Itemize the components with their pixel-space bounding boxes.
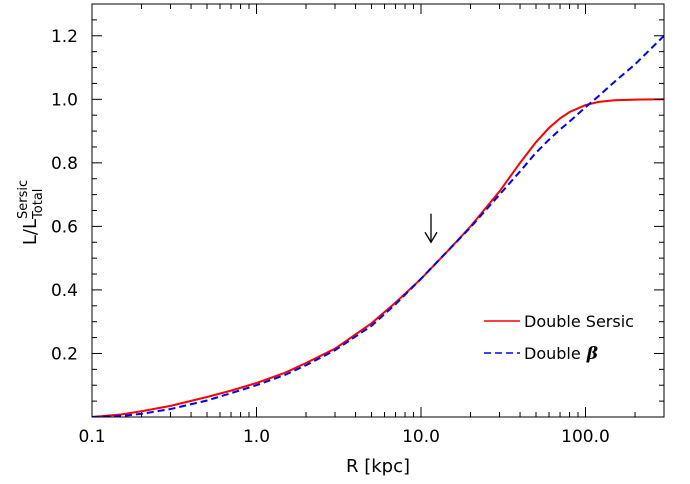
x-tick-label: 10.0	[402, 427, 440, 447]
y-tick-label: 0.8	[51, 154, 78, 174]
tick-labels: 0.1 1.0 10.0 100.0 0.2 0.4 0.6 0.8 1.0 1.2	[51, 27, 610, 447]
svg-text:L/LSersicTotal: L/LSersicTotal	[16, 180, 46, 245]
x-tick-label: 0.1	[78, 427, 105, 447]
annotation-arrow-head	[424, 231, 438, 244]
legend-label-double-beta: Double β	[524, 344, 598, 364]
annotation-arrow	[424, 213, 438, 244]
ticks	[91, 4, 664, 417]
series-double-beta	[92, 35, 664, 417]
legend-label-double-sersic: Double Sersic	[524, 312, 634, 331]
y-tick-label: 0.6	[51, 217, 78, 237]
y-tick-label: 1.0	[51, 90, 78, 110]
curves	[92, 35, 664, 417]
y-axis-label-superscript: Sersic	[16, 180, 31, 219]
series-double-sersic	[92, 98, 664, 417]
y-tick-label: 1.2	[51, 27, 78, 47]
legend: Double Sersic Double β	[484, 312, 634, 364]
x-tick-label: 1.0	[243, 427, 270, 447]
legend-label-double-beta-prefix: Double	[524, 344, 581, 363]
x-axis-label: R [kpc]	[346, 456, 410, 477]
y-axis-label: L/LSersicTotal	[16, 180, 46, 245]
y-axis-label-subscript: Total	[31, 189, 46, 220]
legend-label-beta-symbol: β	[586, 344, 598, 364]
x-tick-label: 100.0	[561, 427, 610, 447]
y-tick-label: 0.2	[51, 344, 78, 364]
y-axis-label-base: L/L	[20, 219, 41, 245]
y-tick-label: 0.4	[51, 281, 78, 301]
